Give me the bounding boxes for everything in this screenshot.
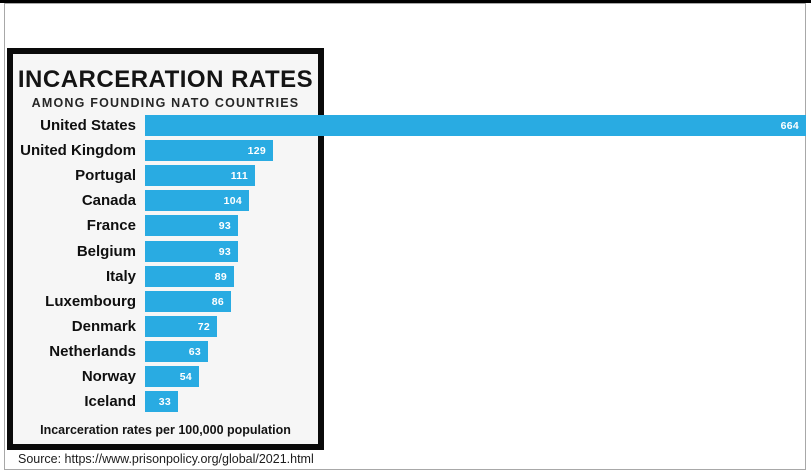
bar-chart-rows: United States 664 United Kingdom 129 Portuga… (7, 113, 811, 415)
chart-row: France 93 (7, 213, 811, 238)
bar: 54 (145, 366, 199, 387)
chart-row: United Kingdom 129 (7, 138, 811, 163)
chart-subtitle: AMONG FOUNDING NATO COUNTRIES (31, 96, 300, 110)
bar-value-label: 89 (214, 271, 227, 283)
country-label: Luxembourg (45, 293, 136, 310)
country-label: Iceland (84, 393, 136, 410)
country-label: France (86, 217, 136, 234)
bar: 72 (145, 316, 217, 337)
chart-row: Luxembourg 86 (7, 289, 811, 314)
chart-row: Portugal 111 (7, 163, 811, 188)
bar: 664 (145, 115, 806, 136)
bar-value-label: 63 (188, 346, 201, 358)
country-label: United Kingdom (20, 142, 136, 159)
chart-row: Norway 54 (7, 364, 811, 389)
chart-footnote: Incarceration rates per 100,000 populati… (40, 423, 291, 437)
country-label: Denmark (71, 318, 136, 335)
chart-row: Italy 89 (7, 264, 811, 289)
bar: 111 (145, 165, 255, 186)
bar-value-label: 33 (158, 396, 171, 408)
bar: 129 (145, 140, 273, 161)
top-black-strip (0, 0, 811, 3)
country-label: Netherlands (49, 343, 136, 360)
bar-value-label: 86 (211, 296, 224, 308)
bar-value-label: 72 (197, 321, 210, 333)
bar: 86 (145, 291, 231, 312)
bar-value-label: 111 (230, 170, 248, 182)
chart-row: Belgium 93 (7, 239, 811, 264)
country-label: Portugal (75, 167, 136, 184)
bar: 93 (145, 215, 238, 236)
bar-value-label: 664 (780, 120, 799, 132)
country-label: United States (40, 117, 136, 134)
bar-value-label: 104 (223, 195, 242, 207)
bar-value-label: 129 (247, 145, 266, 157)
chart-row: Canada 104 (7, 188, 811, 213)
chart-title: INCARCERATION RATES (17, 66, 314, 93)
bar-value-label: 93 (218, 220, 231, 232)
chart-row: United States 664 (7, 113, 811, 138)
bar: 63 (145, 341, 208, 362)
chart-row: Denmark 72 (7, 314, 811, 339)
country-label: Belgium (76, 243, 136, 260)
country-label: Canada (81, 192, 136, 209)
source-note: Source: https://www.prisonpolicy.org/glo… (18, 452, 314, 466)
bar: 104 (145, 190, 249, 211)
bar: 89 (145, 266, 234, 287)
country-label: Norway (81, 368, 136, 385)
chart-row: Iceland 33 (7, 389, 811, 414)
bar: 93 (145, 241, 238, 262)
bar-value-label: 93 (218, 246, 231, 258)
bar-value-label: 54 (179, 371, 192, 383)
bar: 33 (145, 391, 178, 412)
country-label: Italy (105, 268, 136, 285)
chart-row: Netherlands 63 (7, 339, 811, 364)
